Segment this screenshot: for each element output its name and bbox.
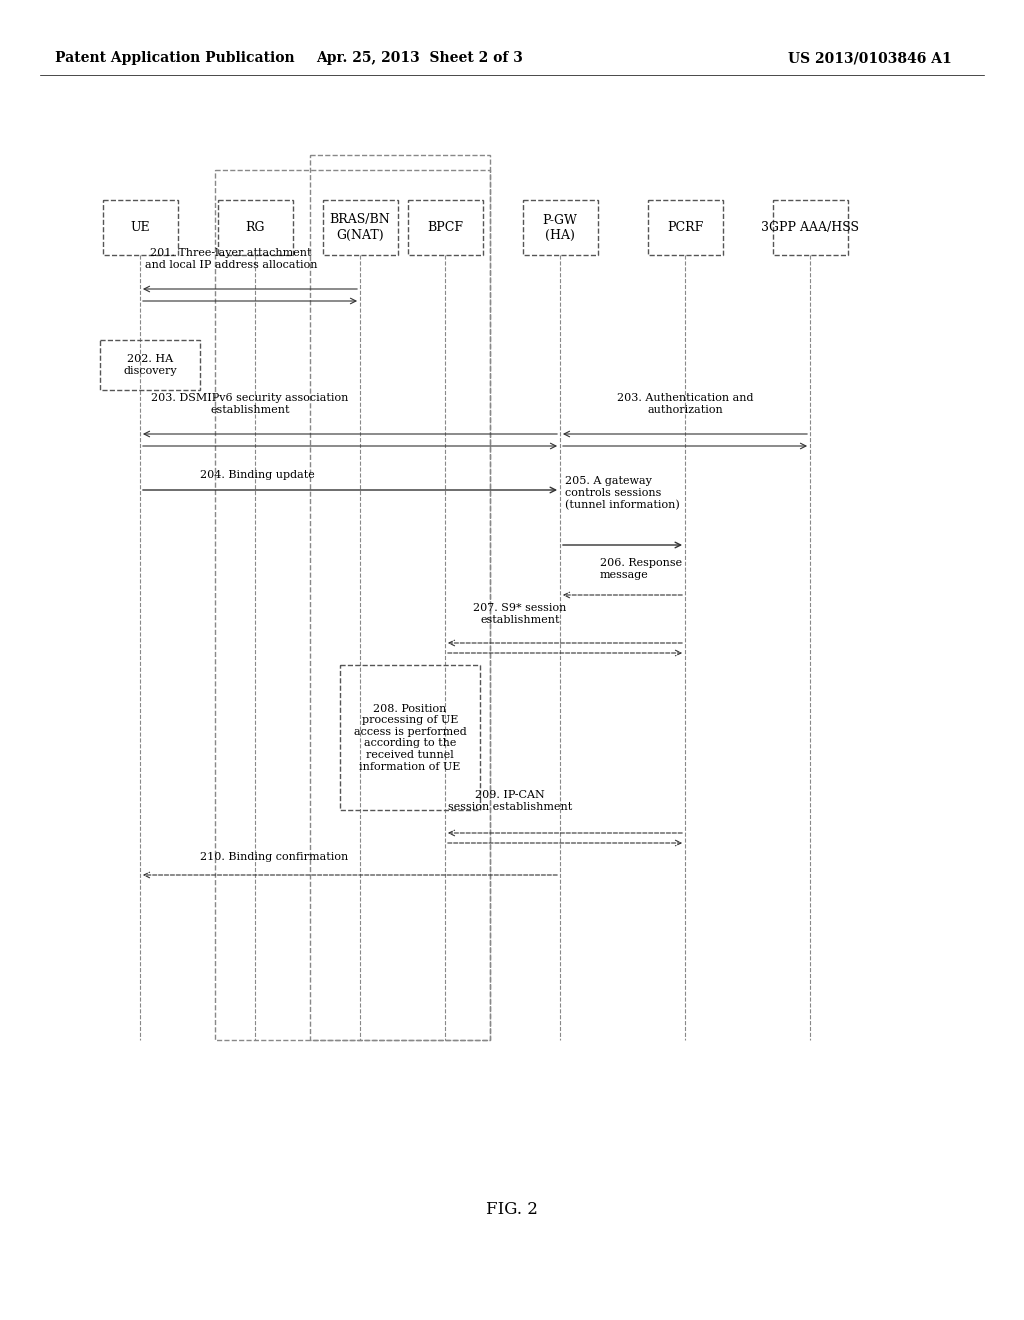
- Text: 201. Three-layer attachment
and local IP address allocation: 201. Three-layer attachment and local IP…: [145, 248, 317, 271]
- Text: RG: RG: [246, 220, 265, 234]
- Text: Patent Application Publication: Patent Application Publication: [55, 51, 295, 65]
- Text: BPCF: BPCF: [427, 220, 463, 234]
- Bar: [217, 201, 293, 255]
- Text: 203. DSMIPv6 security association
establishment: 203. DSMIPv6 security association establ…: [152, 393, 349, 414]
- Bar: [100, 341, 200, 389]
- Text: BRAS/BN
G(NAT): BRAS/BN G(NAT): [330, 214, 390, 242]
- Bar: [408, 201, 482, 255]
- Text: PCRF: PCRF: [667, 220, 703, 234]
- Text: 202. HA
discovery: 202. HA discovery: [123, 354, 177, 376]
- Bar: [647, 201, 723, 255]
- Bar: [323, 201, 397, 255]
- Text: 207. S9* session
establishment: 207. S9* session establishment: [473, 603, 566, 624]
- Bar: [522, 201, 597, 255]
- Text: 205. A gateway
controls sessions
(tunnel information): 205. A gateway controls sessions (tunnel…: [565, 477, 680, 510]
- Text: 204. Binding update: 204. Binding update: [200, 470, 314, 480]
- Bar: [310, 154, 490, 1040]
- Text: 208. Position
processing of UE
access is performed
according to the
received tun: 208. Position processing of UE access is…: [353, 704, 466, 771]
- Text: 210. Binding confirmation: 210. Binding confirmation: [200, 851, 348, 862]
- Bar: [102, 201, 177, 255]
- Text: FIG. 2: FIG. 2: [486, 1201, 538, 1218]
- Text: UE: UE: [130, 220, 150, 234]
- Text: US 2013/0103846 A1: US 2013/0103846 A1: [788, 51, 952, 65]
- Text: P-GW
(HA): P-GW (HA): [543, 214, 578, 242]
- Text: 206. Response
message: 206. Response message: [600, 558, 682, 579]
- Text: 3GPP AAA/HSS: 3GPP AAA/HSS: [761, 220, 859, 234]
- Text: 209. IP-CAN
session establishment: 209. IP-CAN session establishment: [447, 791, 572, 812]
- Bar: [772, 201, 848, 255]
- Bar: [215, 170, 490, 1040]
- Text: Apr. 25, 2013  Sheet 2 of 3: Apr. 25, 2013 Sheet 2 of 3: [316, 51, 523, 65]
- Text: 203. Authentication and
authorization: 203. Authentication and authorization: [616, 393, 754, 414]
- Bar: [340, 665, 480, 810]
